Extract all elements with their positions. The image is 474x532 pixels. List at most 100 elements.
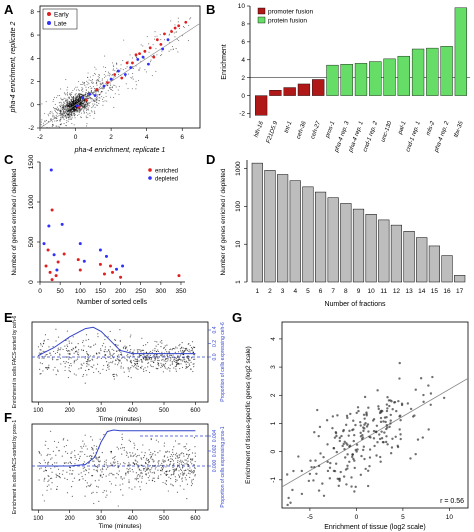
data-point [91, 366, 94, 368]
data-point-late [116, 69, 120, 73]
legend-protein-swatch [257, 16, 266, 24]
background-point [83, 100, 85, 102]
data-point [163, 360, 165, 362]
data-point [146, 354, 148, 357]
data-point [38, 461, 40, 464]
background-point [99, 97, 101, 99]
background-point [76, 111, 78, 113]
data-point [171, 484, 173, 486]
background-point [99, 93, 101, 95]
bar [354, 63, 368, 96]
background-point [66, 122, 68, 124]
data-point [176, 363, 178, 365]
y-tick-label: 0 [241, 93, 245, 100]
data-point [85, 469, 88, 472]
background-point [63, 105, 65, 107]
data-point [123, 449, 125, 451]
data-point [144, 367, 146, 369]
data-point [80, 356, 83, 358]
data-point [138, 454, 140, 456]
data-point [378, 411, 382, 415]
data-point [157, 343, 159, 345]
data-point [137, 467, 139, 469]
background-point [75, 89, 78, 91]
background-point [60, 118, 62, 120]
background-point [113, 84, 115, 86]
background-point [114, 70, 116, 72]
data-point [57, 336, 60, 338]
background-point [101, 79, 103, 81]
data-point [168, 350, 170, 353]
data-point [163, 366, 166, 368]
data-point [87, 485, 89, 487]
data-point [181, 351, 183, 353]
data-point [164, 460, 166, 462]
data-point [134, 360, 136, 363]
panel-g-x-label: Enrichment of tissue (log2 scale) [324, 524, 426, 531]
x-tick-label: 500 [159, 408, 170, 414]
data-point [116, 355, 119, 357]
data-point [71, 342, 73, 344]
data-point [77, 453, 79, 455]
data-point [160, 362, 162, 364]
data-point [47, 453, 49, 455]
data-point [149, 354, 151, 357]
data-point-enriched [56, 260, 60, 264]
data-point [378, 433, 381, 436]
legend-enriched-label: enriched [155, 169, 178, 175]
data-point-late [109, 77, 113, 81]
data-point [115, 373, 117, 375]
data-point [157, 363, 159, 366]
data-point [45, 354, 47, 356]
data-point [130, 334, 132, 336]
data-point [313, 431, 316, 434]
data-point [68, 353, 71, 355]
data-point [120, 351, 122, 353]
data-point [122, 494, 124, 496]
data-point [109, 352, 111, 354]
data-point [120, 367, 122, 369]
background-point [102, 101, 104, 103]
background-point [101, 78, 103, 80]
background-point [140, 44, 142, 46]
data-point [399, 419, 402, 422]
data-point [84, 356, 87, 358]
x-tick-label: pros-1 [325, 121, 337, 140]
data-point [338, 439, 342, 443]
data-point [51, 357, 54, 359]
background-point [129, 54, 131, 56]
x-tick-label: hlh-16 [254, 120, 266, 138]
data-point [172, 347, 174, 350]
background-point [82, 102, 84, 104]
data-point [93, 344, 95, 346]
background-point [63, 92, 65, 94]
data-point [187, 357, 189, 359]
data-point [193, 464, 196, 466]
x-tick-label: 200 [65, 516, 76, 522]
data-point [193, 354, 195, 356]
data-point [74, 450, 76, 452]
background-point [85, 115, 87, 117]
data-point [47, 461, 50, 463]
data-point [170, 483, 172, 485]
data-point [152, 360, 154, 362]
data-point [372, 437, 376, 440]
data-point [125, 473, 127, 475]
data-point [66, 349, 68, 352]
data-point [116, 472, 118, 474]
data-point [128, 481, 130, 484]
data-point [173, 357, 175, 359]
bar [440, 46, 453, 96]
data-point [65, 451, 67, 453]
data-point [166, 456, 169, 458]
data-point [167, 490, 169, 492]
data-point [129, 345, 131, 347]
data-point-early [120, 76, 124, 80]
data-point [93, 371, 95, 374]
background-point [52, 114, 54, 116]
data-point [141, 475, 143, 477]
data-point [129, 440, 132, 443]
data-point-early [84, 98, 88, 102]
background-point [67, 97, 69, 99]
